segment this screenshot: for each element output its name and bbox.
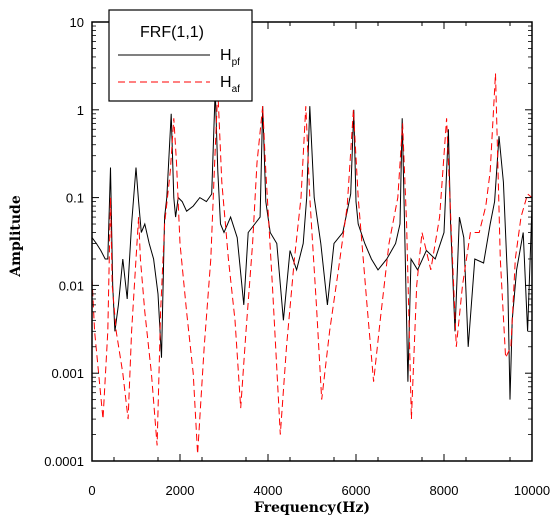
y-tick-label: 0.0001: [44, 454, 84, 469]
legend-label-pf-main: H: [220, 47, 232, 64]
x-axis-title: Frequency(Hz): [254, 500, 370, 516]
series-line-haf: [91, 73, 533, 455]
legend-label-pf: Hpf: [220, 47, 240, 68]
x-tick-label: 2000: [166, 483, 195, 498]
y-axis-title: Amplitude: [8, 195, 24, 278]
x-tick-label: 10000: [514, 483, 550, 498]
legend-label-af-main: H: [220, 74, 232, 91]
y-tick-label: 1: [77, 103, 84, 118]
legend-label-af: Haf: [220, 74, 240, 95]
series-line-hpf: [91, 89, 533, 400]
legend-label-af-sub: af: [232, 84, 241, 95]
y-tick-label: 10: [70, 15, 84, 30]
x-tick-label: 4000: [254, 483, 283, 498]
y-tick-label: 0.001: [51, 366, 84, 381]
ticks-layer: 0 2000 4000 6000 8000 10000 0.0001 0.001 0.01 0.1…: [44, 15, 550, 498]
legend: FRF(1,1) Hpf Haf: [108, 9, 253, 102]
x-tick-label: 0: [88, 483, 95, 498]
legend-title: FRF(1,1): [140, 24, 204, 41]
plot-frame: [91, 21, 533, 462]
x-tick-label: 6000: [342, 483, 371, 498]
legend-label-pf-sub: pf: [232, 57, 241, 68]
y-tick-label: 0.1: [66, 191, 84, 206]
series-layer: [91, 73, 533, 455]
y-tick-label: 0.01: [59, 278, 84, 293]
x-tick-label: 8000: [430, 483, 459, 498]
